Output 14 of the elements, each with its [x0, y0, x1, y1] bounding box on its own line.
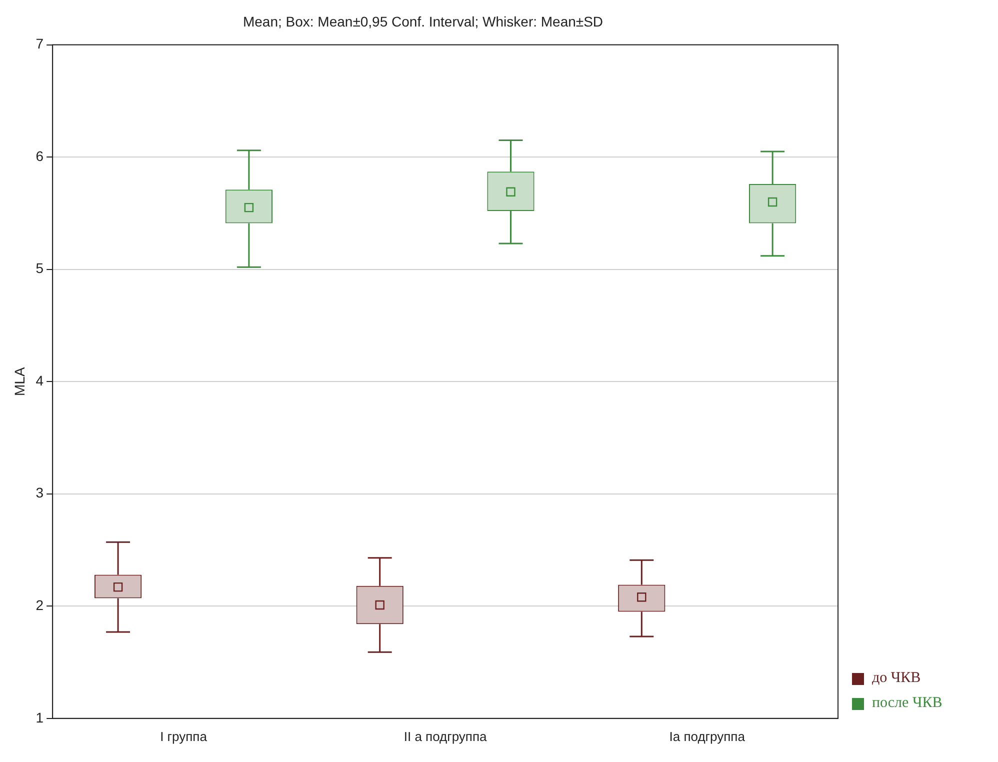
legend-label: до ЧКВ	[872, 670, 921, 687]
x-tick-label: Ia подгруппа	[669, 728, 746, 744]
y-tick-label: 5	[36, 260, 44, 276]
chart-title: Mean; Box: Mean±0,95 Conf. Interval; Whisker: Mean±SD	[242, 13, 604, 30]
y-tick-label: 4	[36, 372, 44, 388]
legend-label: после ЧКВ	[872, 695, 942, 712]
y-tick-label: 7	[36, 36, 44, 52]
y-tick-label: 2	[36, 596, 44, 613]
y-tick-label: 3	[36, 484, 44, 501]
x-tick-label: II а подгруппа	[404, 728, 488, 744]
x-tick-label: I группа	[160, 728, 208, 744]
y-tick-label: 1	[36, 709, 44, 726]
y-axis-title: MLA	[11, 366, 28, 396]
y-tick-label: 6	[36, 148, 44, 164]
